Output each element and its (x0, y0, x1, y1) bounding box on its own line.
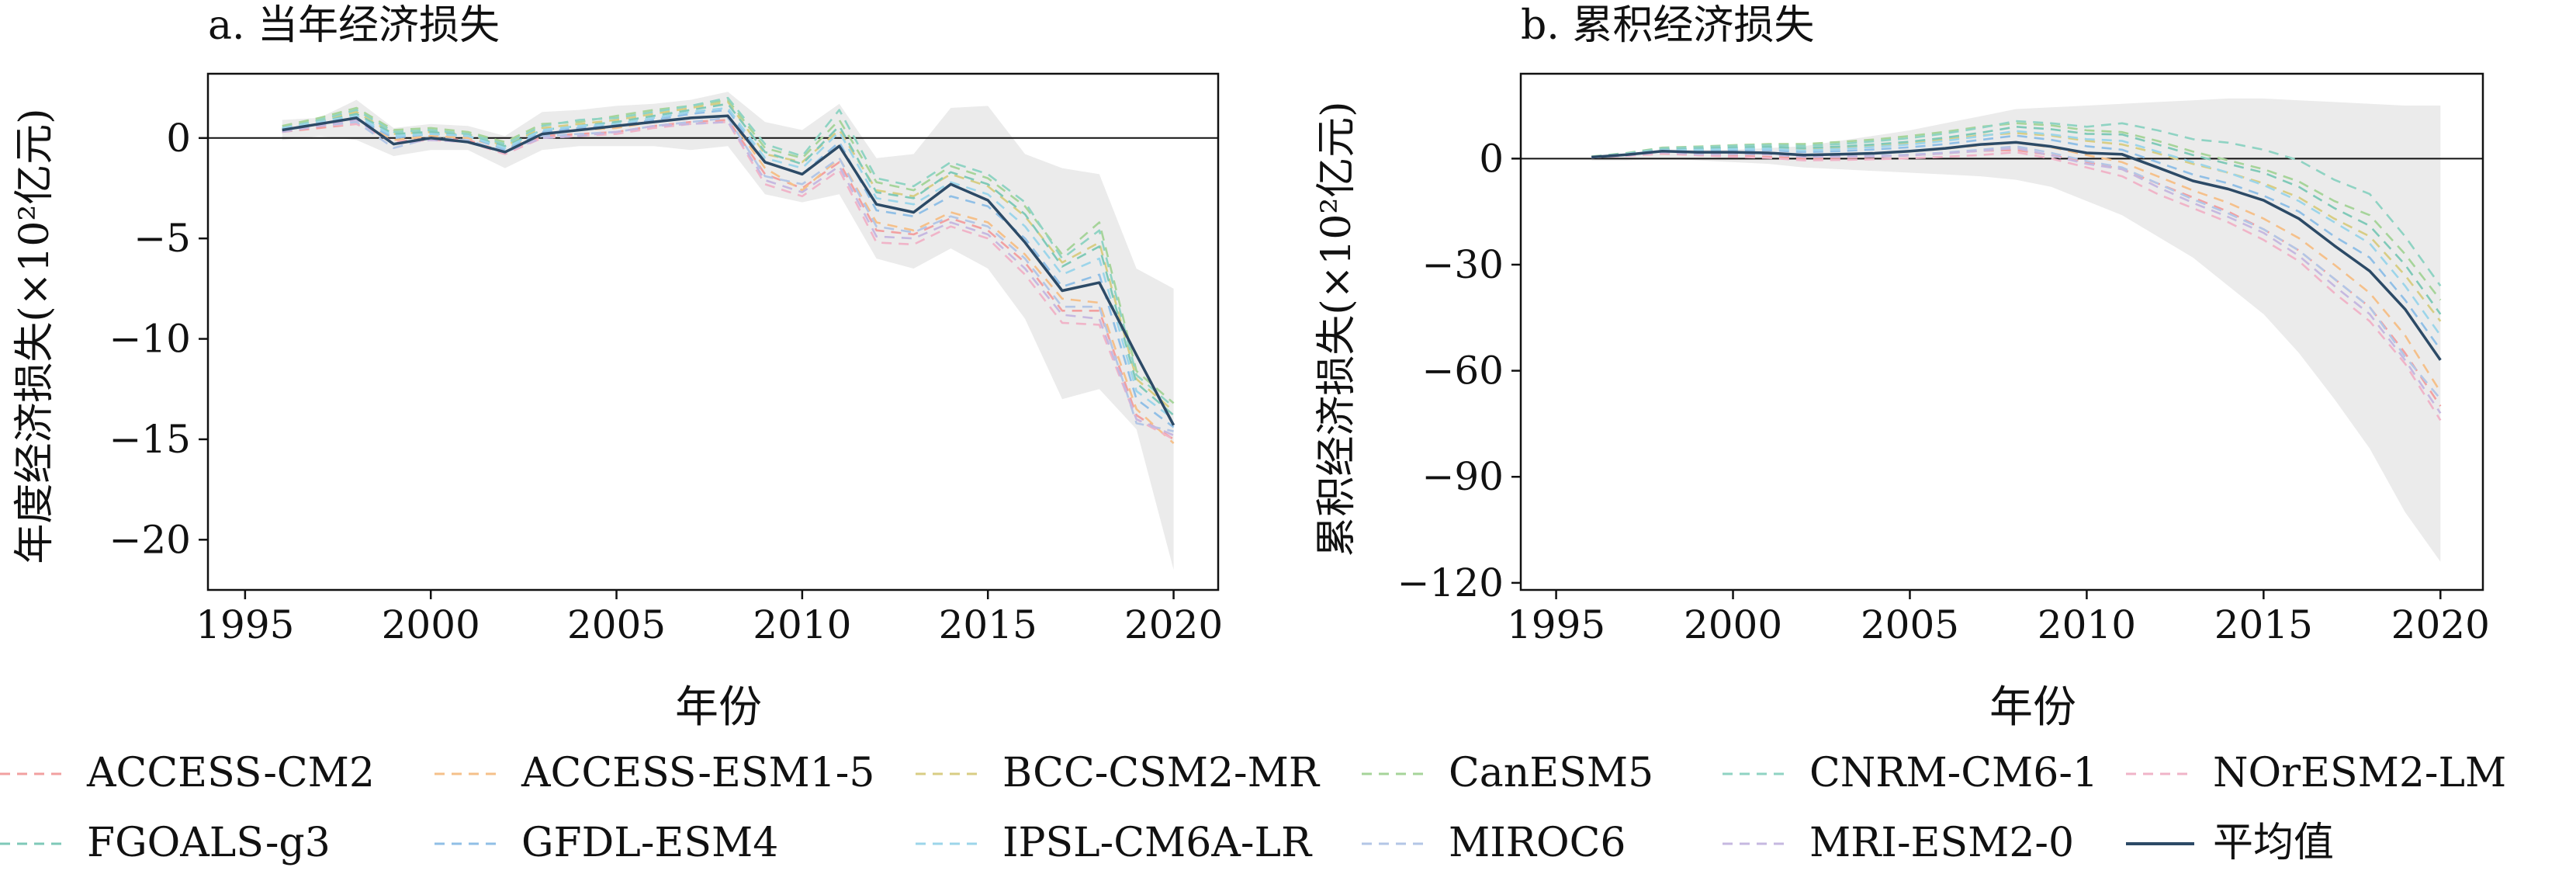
legend-label-4: CanESM5 (1449, 750, 1653, 796)
legend-label-9: IPSL-CM6A-LR (1002, 820, 1313, 866)
y-tick-label-b: −120 (1397, 560, 1504, 605)
panel-a-ylabel: 年度经济损失(×10²亿元) (12, 108, 58, 564)
panel-b-title: b. 累积经济损失 (1521, 2, 1814, 49)
y-tick-label-b: −60 (1421, 349, 1504, 394)
legend-label-2: ACCESS-ESM1-5 (521, 750, 874, 796)
series-line-a-fgoals-g3 (282, 102, 1175, 416)
legend: ACCESS-CM2 ACCESS-ESM1-5 BCC-CSM2-MR CanESM… (0, 750, 2506, 866)
x-tick-label-a: 2015 (939, 602, 1037, 647)
x-tick-label-b: 2015 (2214, 602, 2313, 647)
y-tick-label-b: 0 (1479, 136, 1504, 181)
panel-b-xlabel: 年份 (1989, 682, 2076, 733)
y-tick-label-b: −90 (1421, 454, 1504, 499)
y-tick-label-a: −20 (109, 517, 191, 562)
legend-label-7: FGOALS-g3 (87, 820, 331, 866)
y-tick-label-a: −10 (109, 317, 191, 362)
legend-label-3: BCC-CSM2-MR (1002, 750, 1321, 796)
series-line-b-fgoals-g3 (1591, 126, 2442, 315)
uncertainty-band-a (282, 92, 1174, 571)
x-tick-label-a: 2020 (1124, 602, 1223, 647)
legend-label-12: 平均值 (2213, 820, 2334, 866)
panel-b-chart: b. 累积经济损失 年份 累积经济损失(×10²亿元) 1995 2000 2005… (1314, 2, 2490, 733)
legend-label-6: NOrESM2-LM (2213, 750, 2506, 796)
series-line-b-gfdl-esm4 (1591, 134, 2442, 351)
x-tick-label-b: 2000 (1684, 602, 1782, 647)
panel-a-title: a. 当年经济损失 (208, 2, 500, 49)
panel-a-chart: a. 当年经济损失 年份 年度经济损失(×10²亿元) 1995 2000 2005… (12, 2, 1223, 733)
x-tick-label-b: 2020 (2391, 602, 2490, 647)
y-tick-label-a: −15 (109, 417, 191, 462)
series-line-b-mean (1591, 140, 2442, 361)
series-line-a-cnrm-cm6-1 (282, 96, 1175, 408)
series-line-b-cnrm-cm6-1 (1591, 120, 2442, 287)
x-tick-label-a: 1995 (196, 602, 294, 647)
series-line-b-mri-esm2-0 (1591, 147, 2442, 415)
panel-a-xlabel: 年份 (675, 682, 762, 733)
x-tick-label-b: 2005 (1861, 602, 1959, 647)
series-line-a-canesm5 (282, 99, 1175, 404)
series-line-a-mean (282, 114, 1175, 426)
legend-label-11: MRI-ESM2-0 (1809, 820, 2074, 866)
y-tick-label-b: −30 (1421, 242, 1504, 287)
plot-frame-b (1519, 72, 2484, 591)
series-line-a-mri-esm2-0 (282, 119, 1175, 436)
panel-b-ylabel: 累积经济损失(×10²亿元) (1314, 101, 1360, 557)
series-line-a-access-esm1-5 (282, 115, 1175, 445)
x-tick-label-a: 2000 (382, 602, 480, 647)
x-tick-label-a: 2010 (753, 602, 851, 647)
series-line-b-noresm2-lm (1591, 151, 2442, 421)
uncertainty-band-b (1591, 98, 2441, 562)
y-tick-label-a: 0 (166, 116, 191, 161)
legend-label-8: GFDL-ESM4 (521, 820, 778, 866)
x-tick-label-b: 1995 (1507, 602, 1605, 647)
plot-frame-a (206, 72, 1220, 591)
legend-label-5: CNRM-CM6-1 (1809, 750, 2098, 796)
series-line-a-ipsl-cm6a-lr (282, 106, 1175, 421)
x-tick-label-b: 2010 (2038, 602, 2136, 647)
x-tick-label-a: 2005 (567, 602, 666, 647)
legend-label-10: MIROC6 (1449, 820, 1626, 866)
legend-label-1: ACCESS-CM2 (86, 750, 375, 796)
series-line-b-ipsl-cm6a-lr (1591, 130, 2442, 336)
y-tick-label-a: −5 (133, 216, 191, 261)
